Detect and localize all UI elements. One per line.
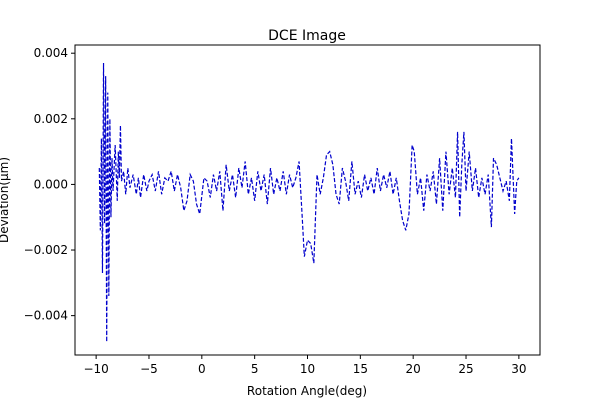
y-tick-label: −0.004	[24, 309, 68, 323]
plot-frame	[74, 44, 541, 356]
x-tick-label: 15	[353, 362, 368, 376]
y-tick-label: 0.000	[34, 177, 68, 191]
x-tick-label: 30	[511, 362, 526, 376]
x-tick-label: 25	[458, 362, 473, 376]
x-tick-label: −5	[140, 362, 158, 376]
x-tick-label: 5	[251, 362, 259, 376]
y-tick-label: −0.002	[24, 243, 68, 257]
x-tick-label: 0	[198, 362, 206, 376]
data-line	[98, 63, 520, 342]
chart-title: DCE Image	[268, 28, 346, 44]
x-tick-label: 10	[300, 362, 315, 376]
y-tick-label: 0.002	[34, 112, 68, 126]
x-axis-label: Rotation Angle(deg)	[247, 384, 367, 398]
x-tick-label: 20	[406, 362, 421, 376]
x-tick-label: −10	[83, 362, 108, 376]
y-axis-label: Deviation(μm)	[0, 157, 11, 243]
y-tick-label: 0.004	[34, 46, 68, 60]
